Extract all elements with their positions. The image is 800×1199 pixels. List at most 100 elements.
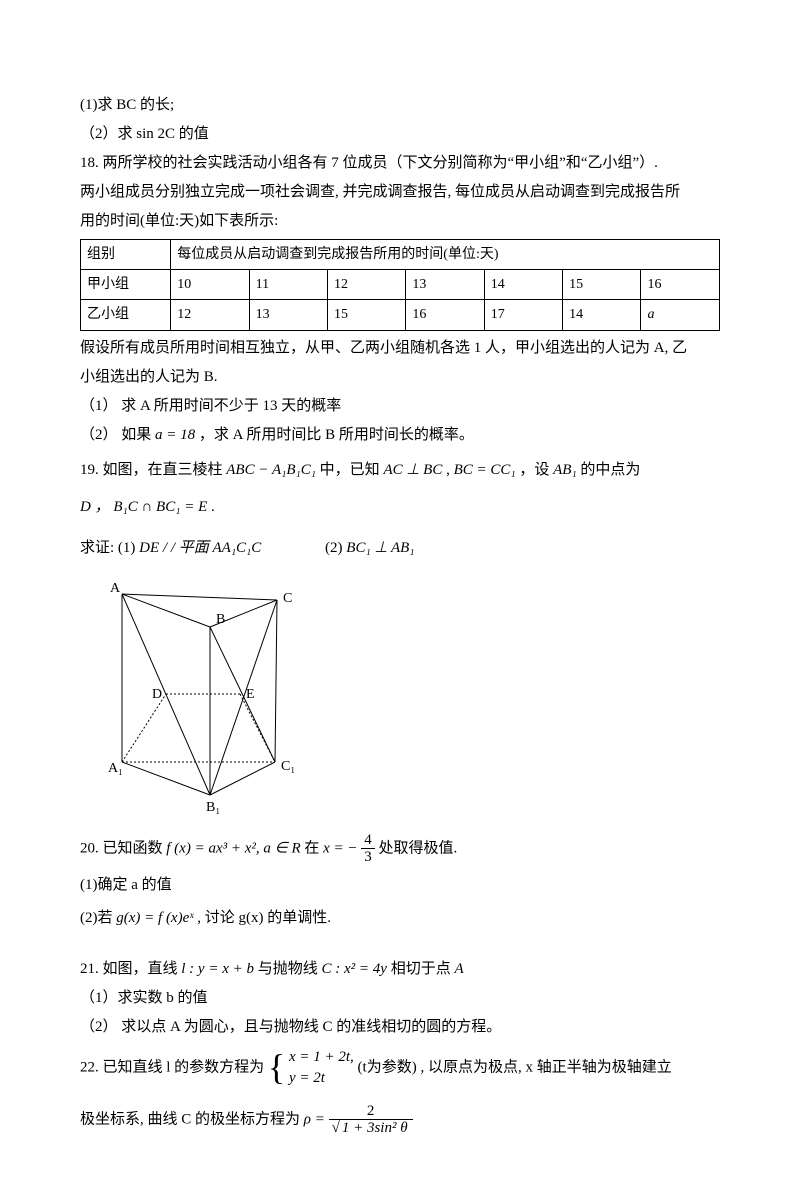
numerator: 2 [329,1103,413,1121]
math: a = 18 [155,427,195,443]
svg-text:B: B [216,612,225,627]
text: 的中点为 [580,462,640,478]
math: A [454,961,463,977]
q19-prove: 求证: (1) DE / / 平面 AA₁C₁C (2) BC₁ ⊥ AB₁ [80,535,720,562]
cell: 11 [249,270,327,300]
system: x = 1 + 2t, y = 2t [289,1047,354,1089]
q19-line2: D ， B₁C ∩ BC₁ = E . [80,494,720,521]
cell: 13 [406,270,484,300]
prism-figure: A B C D E A₁ B₁ C₁ [100,572,300,822]
text: 20. 已知函数 [80,840,166,856]
cell: a [641,300,720,330]
q21-sub2: （2） 求以点 A 为圆心，且与抛物线 C 的准线相切的圆的方程。 [80,1014,720,1041]
q18-table: 组别 每位成员从启动调查到完成报告所用的时间(单位:天) 甲小组 10 11 1… [80,239,720,331]
sys-row: y = 2t [289,1068,354,1089]
gap [265,540,321,556]
math: f (x) = ax³ + x², a ∈ R [166,840,300,856]
svg-text:A: A [110,581,121,596]
text: D ， [80,499,113,515]
math: g(x) = f (x)eˣ [116,910,193,926]
text: , 以原点为极点, x 轴正半轴为极轴建立 [420,1059,671,1075]
math: l : y = x + b [181,961,254,977]
table-row: 乙小组 12 13 15 16 17 14 a [81,300,720,330]
text: 21. 如图，直线 [80,961,181,977]
sys-row: x = 1 + 2t, [289,1047,354,1068]
math: ABC − A₁B₁C₁ [226,462,316,478]
math: x = − [323,840,357,856]
q21-sub1: （1）求实数 b 的值 [80,985,720,1012]
text: , [446,462,454,478]
text: . [211,499,215,515]
cell: 16 [641,270,720,300]
param: (t为参数) [358,1059,417,1075]
th-desc: 每位成员从启动调查到完成报告所用的时间(单位:天) [171,240,720,270]
q17-line2: （2）求 sin 2C 的值 [80,121,720,148]
text: 处取得极值. [379,840,458,856]
denominator: √1 + 3sin² θ [329,1120,413,1137]
table-row: 甲小组 10 11 12 13 14 15 16 [81,270,720,300]
cell: 13 [249,300,327,330]
math: BC = CC₁ [454,462,516,478]
cell: 15 [328,300,406,330]
q20-sub1: (1)确定 a 的值 [80,872,720,899]
cell: 12 [328,270,406,300]
text: ，求 A 所用时间比 B 所用时间长的概率。 [199,427,474,443]
math: AB₁ [553,462,577,478]
text: 与抛物线 [258,961,322,977]
q18-sub2: （2） 如果 a = 18 ，求 A 所用时间比 B 所用时间长的概率。 [80,422,720,449]
rho: ρ = [304,1111,325,1127]
q22-line1: 22. 已知直线 l 的参数方程为 { x = 1 + 2t, y = 2t (… [80,1047,720,1089]
math: DE / / 平面 AA₁C₁C [139,540,261,556]
cell: 12 [171,300,249,330]
cell: 10 [171,270,249,300]
text: (2) [325,540,346,556]
svg-text:A₁: A₁ [108,761,123,776]
cell: 15 [563,270,641,300]
sqrt-sign: √ [332,1120,340,1136]
text: 相切于点 [391,961,455,977]
svg-text:C₁: C₁ [281,759,295,774]
text: 在 [304,840,323,856]
fraction: 2 √1 + 3sin² θ [329,1103,413,1137]
sqrt-arg: 1 + 3sin² θ [340,1119,410,1136]
q17-line1: (1)求 BC 的长; [80,92,720,119]
q19-line1: 19. 如图，在直三棱柱 ABC − A₁B₁C₁ 中，已知 AC ⊥ BC ,… [80,457,720,484]
q20-line: 20. 已知函数 f (x) = ax³ + x², a ∈ R 在 x = −… [80,832,720,866]
cell: 甲小组 [81,270,171,300]
math: BC₁ ⊥ AB₁ [346,540,414,556]
cell: 乙小组 [81,300,171,330]
th-group: 组别 [81,240,171,270]
text: 22. 已知直线 l 的参数方程为 [80,1059,264,1075]
q18-after-2: 小组选出的人记为 B. [80,364,720,391]
table-row: 组别 每位成员从启动调查到完成报告所用的时间(单位:天) [81,240,720,270]
q18-sub1: （1） 求 A 所用时间不少于 13 天的概率 [80,393,720,420]
svg-text:D: D [152,687,162,702]
text: 极坐标系, 曲线 C 的极坐标方程为 [80,1111,304,1127]
math: AC ⊥ BC [383,462,442,478]
math: C : x² = 4y [322,961,387,977]
svg-text:E: E [246,687,255,702]
cell: 16 [406,300,484,330]
svg-text:B₁: B₁ [206,800,220,815]
q18-intro-2: 两小组成员分别独立完成一项社会调查, 并完成调查报告, 每位成员从启动调查到完成… [80,179,720,206]
q20-sub2: (2)若 g(x) = f (x)eˣ , 讨论 g(x) 的单调性. [80,905,720,932]
q21-line: 21. 如图，直线 l : y = x + b 与抛物线 C : x² = 4y… [80,956,720,983]
q18-intro-3: 用的时间(单位:天)如下表所示: [80,208,720,235]
text: , 讨论 g(x) 的单调性. [197,910,331,926]
cell: 14 [484,270,562,300]
denominator: 3 [361,849,375,866]
fraction: 4 3 [361,832,375,866]
q18-after-1: 假设所有成员所用时间相互独立，从甲、乙两小组随机各选 1 人，甲小组选出的人记为… [80,335,720,362]
q18-intro-1: 18. 两所学校的社会实践活动小组各有 7 位成员（下文分别简称为“甲小组”和“… [80,150,720,177]
numerator: 4 [361,832,375,850]
q22-line2: 极坐标系, 曲线 C 的极坐标方程为 ρ = 2 √1 + 3sin² θ [80,1103,720,1137]
cell: 17 [484,300,562,330]
text: (2)若 [80,910,116,926]
brace-icon: { [268,1051,285,1083]
text: 中，已知 [320,462,384,478]
svg-text:C: C [283,591,292,606]
cell: 14 [563,300,641,330]
text: 求证: (1) [80,540,139,556]
text: 19. 如图，在直三棱柱 [80,462,226,478]
text: （2） 如果 [80,427,155,443]
